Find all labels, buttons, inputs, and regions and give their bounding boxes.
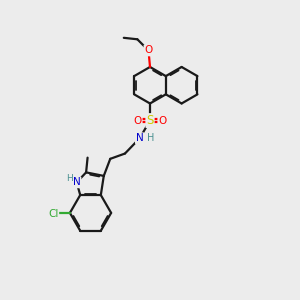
Text: O: O [158, 116, 166, 126]
Text: Cl: Cl [48, 209, 58, 219]
Text: N: N [73, 177, 81, 188]
Text: S: S [146, 114, 154, 127]
Text: O: O [134, 116, 142, 126]
Text: N: N [136, 133, 144, 143]
Text: O: O [144, 46, 153, 56]
Text: H: H [66, 174, 73, 183]
Text: H: H [147, 133, 155, 142]
